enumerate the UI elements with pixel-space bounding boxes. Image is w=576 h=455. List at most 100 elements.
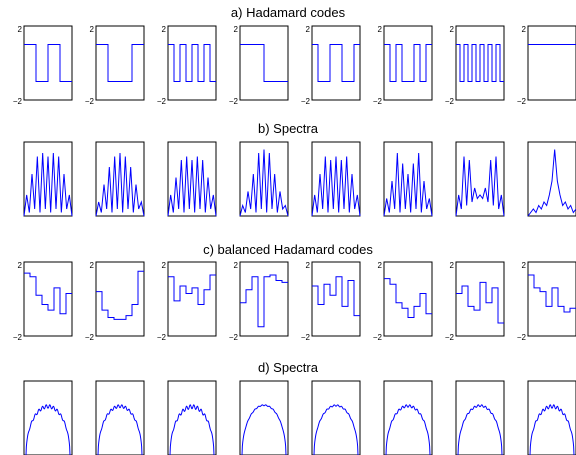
y-tick-label-bottom: −2 [229,97,239,106]
series-line [97,404,143,455]
panel-frame [455,141,505,217]
series-line [456,281,504,324]
series-line [384,44,432,82]
series-line [24,44,72,82]
series-line [169,404,215,455]
y-tick-label-bottom: −2 [157,97,167,106]
y-tick-label-bottom: −2 [373,97,383,106]
series-line [456,44,504,82]
series-line [96,270,144,320]
series-line [384,278,432,318]
y-tick-label-top: 2 [234,25,239,34]
series-line [455,156,505,217]
panel-frame [167,141,217,217]
panel-frame [95,141,145,217]
series-line [385,404,431,455]
series-line [167,156,217,217]
panel-frame [311,25,361,101]
y-tick-label-top: 2 [450,261,455,270]
series-line [241,404,287,455]
series-line [383,152,433,217]
y-tick-label-top: 2 [162,261,167,270]
panel-frame [167,261,217,337]
y-tick-label-bottom: −2 [85,333,95,342]
y-tick-label-bottom: −2 [445,333,455,342]
series-line [313,404,359,455]
y-tick-label-top: 2 [90,261,95,270]
panel-frame [167,380,217,455]
panel-frame [527,261,576,337]
y-tick-label-bottom: −2 [229,333,239,342]
panel-frame [383,25,433,101]
y-tick-label-bottom: −2 [517,97,527,106]
y-tick-label-bottom: −2 [85,97,95,106]
y-tick-label-top: 2 [450,25,455,34]
series-line [528,274,576,313]
panel-frame [311,141,361,217]
y-tick-label-top: 2 [90,25,95,34]
panel-frame [239,380,289,455]
series-line [311,156,361,217]
panel-frame [239,261,289,337]
series-line [23,152,73,217]
panel-grid: 2 −2 2 −2 2 −2 2 −2 2 −2 2 −2 2 −2 2 −2 2 −2 2 −2 2 −2 2 −2 2 −2 2… [13,25,576,455]
y-tick-label-bottom: −2 [517,333,527,342]
y-tick-label-top: 2 [306,25,311,34]
series-line [240,274,288,328]
panel-frame [383,380,433,455]
series-line [24,272,72,315]
series-line [95,152,145,217]
panel-frame [23,380,73,455]
panel-frame [455,380,505,455]
y-tick-label-top: 2 [378,25,383,34]
y-tick-label-bottom: −2 [157,333,167,342]
panel-frame [95,261,145,337]
y-tick-label-top: 2 [522,261,527,270]
series-line [312,276,360,317]
row-title-c: c) balanced Hadamard codes [203,242,373,257]
panel-frame [383,261,433,337]
series-line [25,404,71,455]
panel-frame [95,25,145,101]
panel-frame [23,141,73,217]
panel-frame [527,25,576,101]
series-line [239,149,289,217]
panel-frame [311,261,361,337]
series-line [527,149,576,217]
y-tick-label-top: 2 [162,25,167,34]
y-tick-label-bottom: −2 [373,333,383,342]
panel-frame [23,261,73,337]
row-title-b: b) Spectra [258,121,319,136]
panel-frame [167,25,217,101]
y-tick-label-bottom: −2 [301,333,311,342]
panel-frame [527,141,576,217]
panel-frame [383,141,433,217]
y-tick-label-top: 2 [18,25,23,34]
y-tick-label-top: 2 [522,25,527,34]
row-title-a: a) Hadamard codes [231,5,346,20]
y-tick-label-top: 2 [18,261,23,270]
y-tick-label-bottom: −2 [301,97,311,106]
panel-frame [311,380,361,455]
panel-frame [239,25,289,101]
series-line [457,404,503,455]
row-title-d: d) Spectra [258,360,319,375]
series-line [96,44,144,82]
y-tick-label-top: 2 [234,261,239,270]
panel-frame [23,25,73,101]
panel-frame [455,25,505,101]
panel-frame [239,141,289,217]
panel-frame [95,380,145,455]
y-tick-label-top: 2 [378,261,383,270]
y-tick-label-bottom: −2 [13,97,23,106]
y-tick-label-bottom: −2 [13,333,23,342]
series-line [168,274,216,306]
panel-frame [455,261,505,337]
y-tick-label-top: 2 [306,261,311,270]
series-line [529,404,575,455]
series-line [312,44,360,82]
series-line [240,44,288,82]
y-tick-label-bottom: −2 [445,97,455,106]
panel-frame [527,380,576,455]
